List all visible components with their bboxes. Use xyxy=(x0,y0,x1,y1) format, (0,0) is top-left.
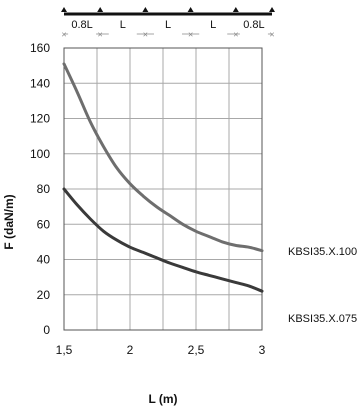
support-marker xyxy=(269,7,275,12)
y-tick-label: 0 xyxy=(43,323,50,337)
span-label-bg xyxy=(154,25,182,39)
span-label-bg xyxy=(68,25,97,39)
span-label-bg xyxy=(239,25,268,39)
chart-grid xyxy=(63,47,263,331)
support-marker xyxy=(97,7,104,12)
span-label-bg xyxy=(199,25,228,39)
y-tick-label: 80 xyxy=(37,182,51,196)
dimension-tick: × xyxy=(269,30,274,40)
chart-labels: 0 20 40 60 80 100 120 140 160 1,5 2 2,5 3 KBSI35.X.10… xyxy=(30,41,357,357)
y-tick-label: 100 xyxy=(30,147,50,161)
span-label: L xyxy=(210,19,216,31)
span-label: 0.8L xyxy=(71,19,92,31)
series-label: KBSI35.X.100 xyxy=(288,246,357,258)
dimension-tick: × xyxy=(61,30,66,40)
series-line-kbsi35-x-100 xyxy=(62,62,264,253)
dimension-tick: × xyxy=(188,30,193,40)
series-label: KBSI35.X.075 xyxy=(288,313,357,325)
support-marker xyxy=(232,7,239,12)
x-tick-label: 2,5 xyxy=(188,343,205,357)
x-tick-label: 3 xyxy=(259,343,266,357)
x-axis-label: L (m) xyxy=(148,392,177,406)
y-tick-label: 60 xyxy=(37,217,51,231)
chart-series xyxy=(62,62,264,293)
dimension-tick: × xyxy=(143,30,148,40)
y-tick-label: 140 xyxy=(30,76,50,90)
span-label: L xyxy=(165,19,171,31)
support-marker xyxy=(187,7,194,12)
y-tick-label: 160 xyxy=(30,41,50,55)
x-tick-label: 1,5 xyxy=(56,343,73,357)
dimension-tick: × xyxy=(233,30,238,40)
support-marker xyxy=(61,7,67,12)
support-marker xyxy=(142,7,149,12)
span-diagram: × × × × × × 0.8L L L L 0.8L xyxy=(61,7,275,40)
y-tick-label: 40 xyxy=(37,253,51,267)
span-label: L xyxy=(120,19,126,31)
span-label: 0.8L xyxy=(243,19,264,31)
series-line-kbsi35-x-075 xyxy=(62,187,264,293)
span-label-bg xyxy=(108,25,137,39)
y-axis-label: F (daN/m) xyxy=(2,194,16,249)
dimension-tick: × xyxy=(98,30,103,40)
y-tick-label: 120 xyxy=(30,112,50,126)
y-tick-label: 20 xyxy=(37,288,51,302)
x-tick-label: 2 xyxy=(127,343,134,357)
